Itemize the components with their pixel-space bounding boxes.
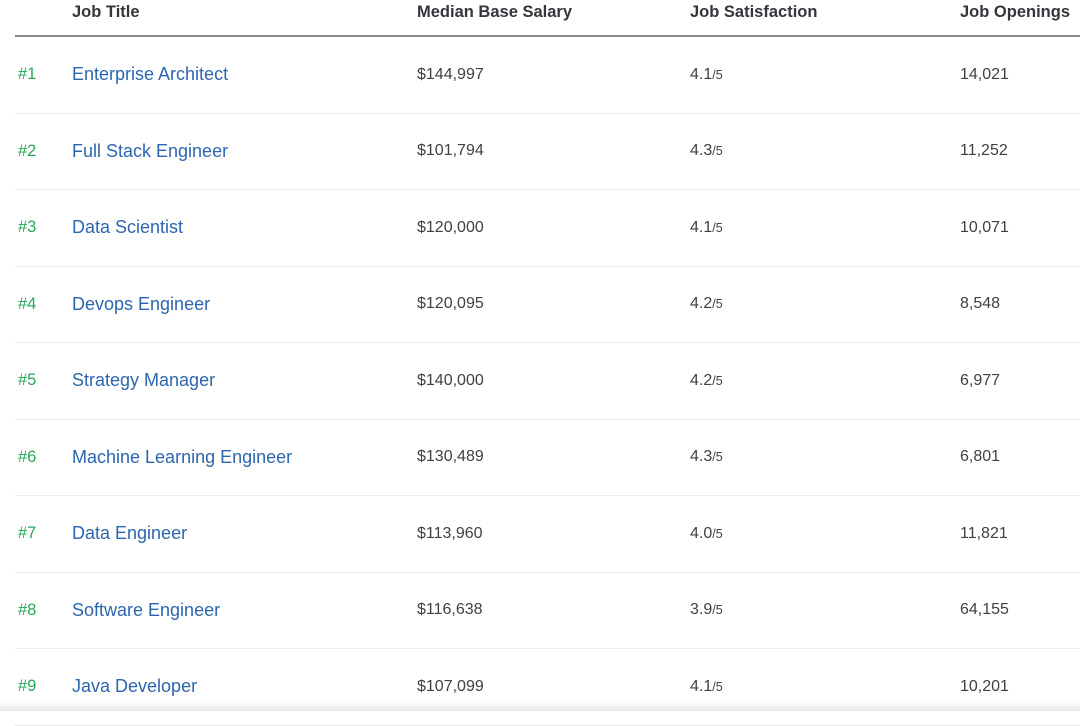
median-base-salary-value: $144,997 xyxy=(417,66,690,84)
job-openings-value: 11,252 xyxy=(960,142,1080,160)
job-title-cell: Full Stack Engineer xyxy=(72,141,417,162)
job-title-link[interactable]: Data Scientist xyxy=(72,217,183,237)
job-openings-value: 11,821 xyxy=(960,525,1080,543)
table-row: #9 Java Developer $107,099 4.1/5 10,201 xyxy=(15,649,1080,726)
job-title-link[interactable]: Devops Engineer xyxy=(72,294,210,314)
job-title-link[interactable]: Strategy Manager xyxy=(72,370,215,390)
rating-number: 3.9 xyxy=(690,601,712,618)
rank-label: #6 xyxy=(15,448,72,467)
table-row: #8 Software Engineer $116,638 3.9/5 64,1… xyxy=(15,573,1080,650)
rating-number: 4.1 xyxy=(690,678,712,695)
rank-label: #5 xyxy=(15,371,72,390)
job-title-link[interactable]: Data Engineer xyxy=(72,523,187,543)
table-row: #4 Devops Engineer $120,095 4.2/5 8,548 xyxy=(15,267,1080,344)
rating-denominator: /5 xyxy=(712,680,722,694)
rating-number: 4.3 xyxy=(690,448,712,465)
table-row: #5 Strategy Manager $140,000 4.2/5 6,977 xyxy=(15,343,1080,420)
job-title-cell: Java Developer xyxy=(72,676,417,697)
median-base-salary-value: $107,099 xyxy=(417,678,690,696)
rank-label: #8 xyxy=(15,601,72,620)
rank-label: #2 xyxy=(15,142,72,161)
column-header-job-title: Job Title xyxy=(72,0,417,23)
job-openings-value: 10,201 xyxy=(960,678,1080,696)
rating-denominator: /5 xyxy=(712,221,722,235)
column-header-median-base-salary: Median Base Salary xyxy=(417,0,690,23)
job-satisfaction-value: 4.1/5 xyxy=(690,678,960,696)
job-title-cell: Devops Engineer xyxy=(72,294,417,315)
job-satisfaction-value: 4.0/5 xyxy=(690,525,960,543)
median-base-salary-value: $101,794 xyxy=(417,142,690,160)
job-satisfaction-value: 4.3/5 xyxy=(690,448,960,466)
job-title-cell: Enterprise Architect xyxy=(72,64,417,85)
median-base-salary-value: $120,095 xyxy=(417,295,690,313)
job-title-cell: Machine Learning Engineer xyxy=(72,447,417,468)
median-base-salary-value: $116,638 xyxy=(417,601,690,619)
job-title-link[interactable]: Machine Learning Engineer xyxy=(72,447,292,467)
table-row: #7 Data Engineer $113,960 4.0/5 11,821 xyxy=(15,496,1080,573)
rating-denominator: /5 xyxy=(712,527,722,541)
table-row: #2 Full Stack Engineer $101,794 4.3/5 11… xyxy=(15,114,1080,191)
jobs-ranking-table: Job Title Median Base Salary Job Satisfa… xyxy=(15,0,1080,726)
job-satisfaction-value: 3.9/5 xyxy=(690,601,960,619)
rank-label: #4 xyxy=(15,295,72,314)
column-header-job-satisfaction: Job Satisfaction xyxy=(690,0,960,23)
rating-denominator: /5 xyxy=(712,450,722,464)
job-satisfaction-value: 4.3/5 xyxy=(690,142,960,160)
job-title-cell: Data Scientist xyxy=(72,217,417,238)
median-base-salary-value: $140,000 xyxy=(417,372,690,390)
rating-number: 4.1 xyxy=(690,219,712,236)
job-title-link[interactable]: Software Engineer xyxy=(72,600,220,620)
rating-number: 4.3 xyxy=(690,142,712,159)
rank-label: #9 xyxy=(15,677,72,696)
job-openings-value: 6,801 xyxy=(960,448,1080,466)
rating-number: 4.2 xyxy=(690,295,712,312)
job-openings-value: 14,021 xyxy=(960,66,1080,84)
median-base-salary-value: $130,489 xyxy=(417,448,690,466)
job-title-cell: Software Engineer xyxy=(72,600,417,621)
rating-denominator: /5 xyxy=(712,374,722,388)
job-openings-value: 8,548 xyxy=(960,295,1080,313)
table-row: #1 Enterprise Architect $144,997 4.1/5 1… xyxy=(15,37,1080,114)
table-body: #1 Enterprise Architect $144,997 4.1/5 1… xyxy=(15,37,1080,726)
table-header-row: Job Title Median Base Salary Job Satisfa… xyxy=(15,0,1080,37)
median-base-salary-value: $113,960 xyxy=(417,525,690,543)
rating-number: 4.2 xyxy=(690,372,712,389)
rank-label: #3 xyxy=(15,218,72,237)
job-openings-value: 64,155 xyxy=(960,601,1080,619)
job-title-cell: Strategy Manager xyxy=(72,370,417,391)
rating-denominator: /5 xyxy=(712,68,722,82)
job-satisfaction-value: 4.1/5 xyxy=(690,66,960,84)
rating-denominator: /5 xyxy=(712,144,722,158)
rating-number: 4.1 xyxy=(690,66,712,83)
rating-number: 4.0 xyxy=(690,525,712,542)
job-title-link[interactable]: Java Developer xyxy=(72,676,197,696)
column-header-rank xyxy=(15,0,72,1)
table-row: #6 Machine Learning Engineer $130,489 4.… xyxy=(15,420,1080,497)
rating-denominator: /5 xyxy=(712,603,722,617)
job-title-cell: Data Engineer xyxy=(72,523,417,544)
table-row: #3 Data Scientist $120,000 4.1/5 10,071 xyxy=(15,190,1080,267)
job-title-link[interactable]: Enterprise Architect xyxy=(72,64,228,84)
rating-denominator: /5 xyxy=(712,297,722,311)
job-satisfaction-value: 4.1/5 xyxy=(690,219,960,237)
job-satisfaction-value: 4.2/5 xyxy=(690,295,960,313)
rank-label: #7 xyxy=(15,524,72,543)
job-title-link[interactable]: Full Stack Engineer xyxy=(72,141,228,161)
column-header-job-openings: Job Openings xyxy=(960,0,1080,23)
job-openings-value: 10,071 xyxy=(960,219,1080,237)
median-base-salary-value: $120,000 xyxy=(417,219,690,237)
job-openings-value: 6,977 xyxy=(960,372,1080,390)
rank-label: #1 xyxy=(15,65,72,84)
job-satisfaction-value: 4.2/5 xyxy=(690,372,960,390)
